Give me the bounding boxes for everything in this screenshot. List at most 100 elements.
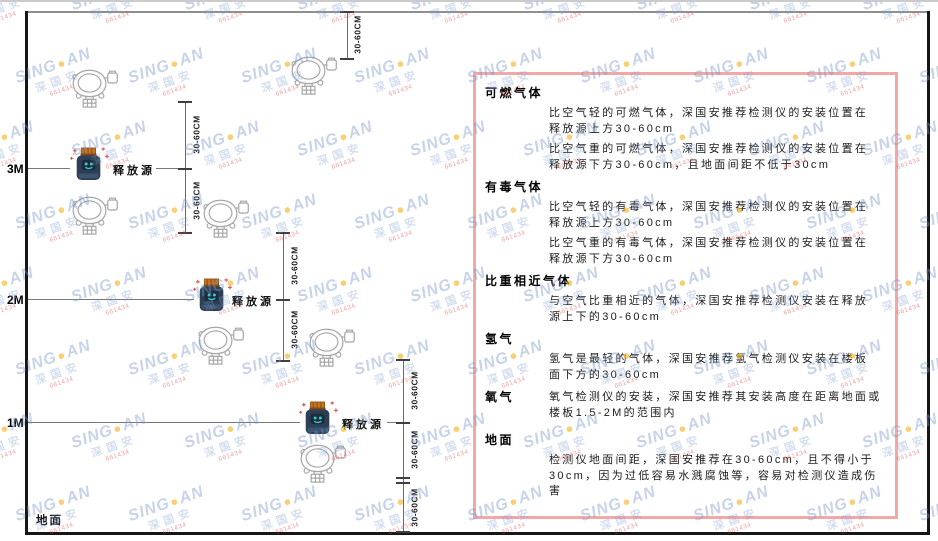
watermark-text: AN [911, 264, 938, 289]
watermark-company: 深国安 [146, 68, 197, 96]
dim-tick [178, 232, 192, 234]
installation-notes-panel: 可燃气体 比空气轻的可燃气体，深国安推荐检测仪的安装位置在释放源上方30-60c… [473, 72, 898, 519]
dim-label: 30-60CM [352, 15, 363, 54]
watermark-text: ● [394, 346, 408, 364]
section-paragraph: 氢气是最轻的气体，深国安推荐氢气检测仪安装在楼板面下方的30-60cm [549, 353, 869, 381]
release-source-label-1m: 释放源 [342, 419, 384, 431]
watermark-brand: SING●AN [295, 118, 376, 161]
watermark-text: SING [12, 56, 60, 87]
watermark-text: SING [125, 56, 173, 87]
watermark-company: 深国安 [372, 214, 423, 242]
watermark-text: ● [450, 419, 464, 437]
watermark-text: SING [238, 56, 286, 87]
dim-tick [396, 359, 410, 361]
watermark-text: SING [294, 129, 342, 160]
section-paragraph: 氧气检测仪的安装，深国安推荐其安装高度在距离地面或楼板1.5-2M的范围内 [549, 391, 882, 419]
watermark-note: 661434 [161, 375, 188, 390]
section-heading-similar-density-gas: 比重相近气体 [485, 274, 573, 288]
watermark-note: 661434 [387, 83, 414, 98]
watermark-text: ● [0, 127, 12, 145]
watermark-text: AN [629, 45, 659, 70]
watermark-text: ● [111, 127, 125, 145]
watermark-company: 深国安 [922, 206, 938, 247]
section-heading-toxic-gas: 有毒气体 [485, 180, 544, 194]
dim-label: 30-60CM [409, 430, 420, 469]
right-wall-line [927, 11, 930, 535]
section-paragraph: 检测仪地面间距，深国安推荐在30-60cm，且不得小于30cm，因为过低容易水溅… [549, 454, 878, 497]
gas-detector-icon [298, 443, 348, 483]
section-paragraph: 比空气重的有毒气体，深国安推荐检测仪的安装位置在释放源下方30-60cm [549, 237, 869, 265]
watermark-brand: SING●AN [239, 483, 320, 526]
watermark-text: ● [168, 200, 182, 218]
watermark-text: ● [337, 273, 351, 291]
watermark-text: AN [120, 264, 150, 289]
watermark-text: ● [620, 54, 634, 72]
watermark-text: ● [902, 273, 916, 291]
dim-tick [396, 422, 410, 424]
watermark-text: ● [394, 200, 408, 218]
watermark-note: 661434 [443, 10, 470, 25]
dim-tick [276, 360, 290, 362]
ref-line-2m [28, 299, 194, 300]
watermark-company: 深国安 [202, 2, 253, 23]
watermark-text: SING [125, 202, 173, 233]
section-paragraph: 比空气轻的有毒气体，深国安推荐检测仪的安装位置在释放源上方30-60cm [549, 201, 869, 229]
watermark-text: AN [290, 483, 320, 508]
watermark-text: ● [55, 54, 69, 72]
gas-detector-icon [70, 68, 120, 108]
watermark-text: ● [55, 200, 69, 218]
watermark-note: 661434 [0, 10, 18, 25]
watermark-brand: SING●AN [239, 191, 320, 234]
watermark-text: AN [911, 118, 938, 143]
dim-tick [396, 477, 410, 479]
watermark-text: AN [7, 264, 37, 289]
watermark-text: ● [281, 492, 295, 510]
height-label-3m: 3M [7, 162, 24, 176]
watermark-text: SING [351, 494, 399, 525]
watermark-note: 661434 [274, 521, 301, 536]
section-heading-ground: 地面 [485, 433, 515, 447]
watermark-text: AN [64, 337, 94, 362]
watermark-note: 661434 [161, 521, 188, 536]
watermark-text: AN [742, 45, 772, 70]
watermark-text: AN [177, 483, 207, 508]
dim-label: 30-60CM [289, 246, 300, 285]
dim-line [403, 360, 404, 533]
release-source-icon-2m [192, 278, 232, 312]
watermark-note: 661434 [104, 448, 131, 463]
watermark-company: 深国安 [315, 287, 366, 315]
dim-tick [396, 531, 410, 533]
watermark-text: AN [120, 118, 150, 143]
watermark-text: SING [238, 494, 286, 525]
watermark-text: AN [290, 191, 320, 216]
watermark-text: SING [181, 129, 229, 160]
dim-line [347, 12, 348, 59]
watermark-text: AN [911, 410, 938, 435]
dim-line [185, 102, 186, 233]
watermark-text: AN [64, 483, 94, 508]
watermark-brand: SING●AN [126, 337, 207, 380]
watermark-text: AN [233, 264, 263, 289]
watermark-note: 661434 [782, 10, 809, 25]
gas-detector-icon [289, 55, 339, 95]
watermark-text: ● [902, 419, 916, 437]
watermark-text: SING [12, 348, 60, 379]
dim-tick [340, 11, 354, 13]
watermark-text: SING [351, 348, 399, 379]
watermark-text: ● [111, 273, 125, 291]
watermark-text: AN [855, 45, 885, 70]
dim-label: 30-60CM [289, 310, 300, 349]
watermark-brand: SING●AN [352, 483, 433, 526]
